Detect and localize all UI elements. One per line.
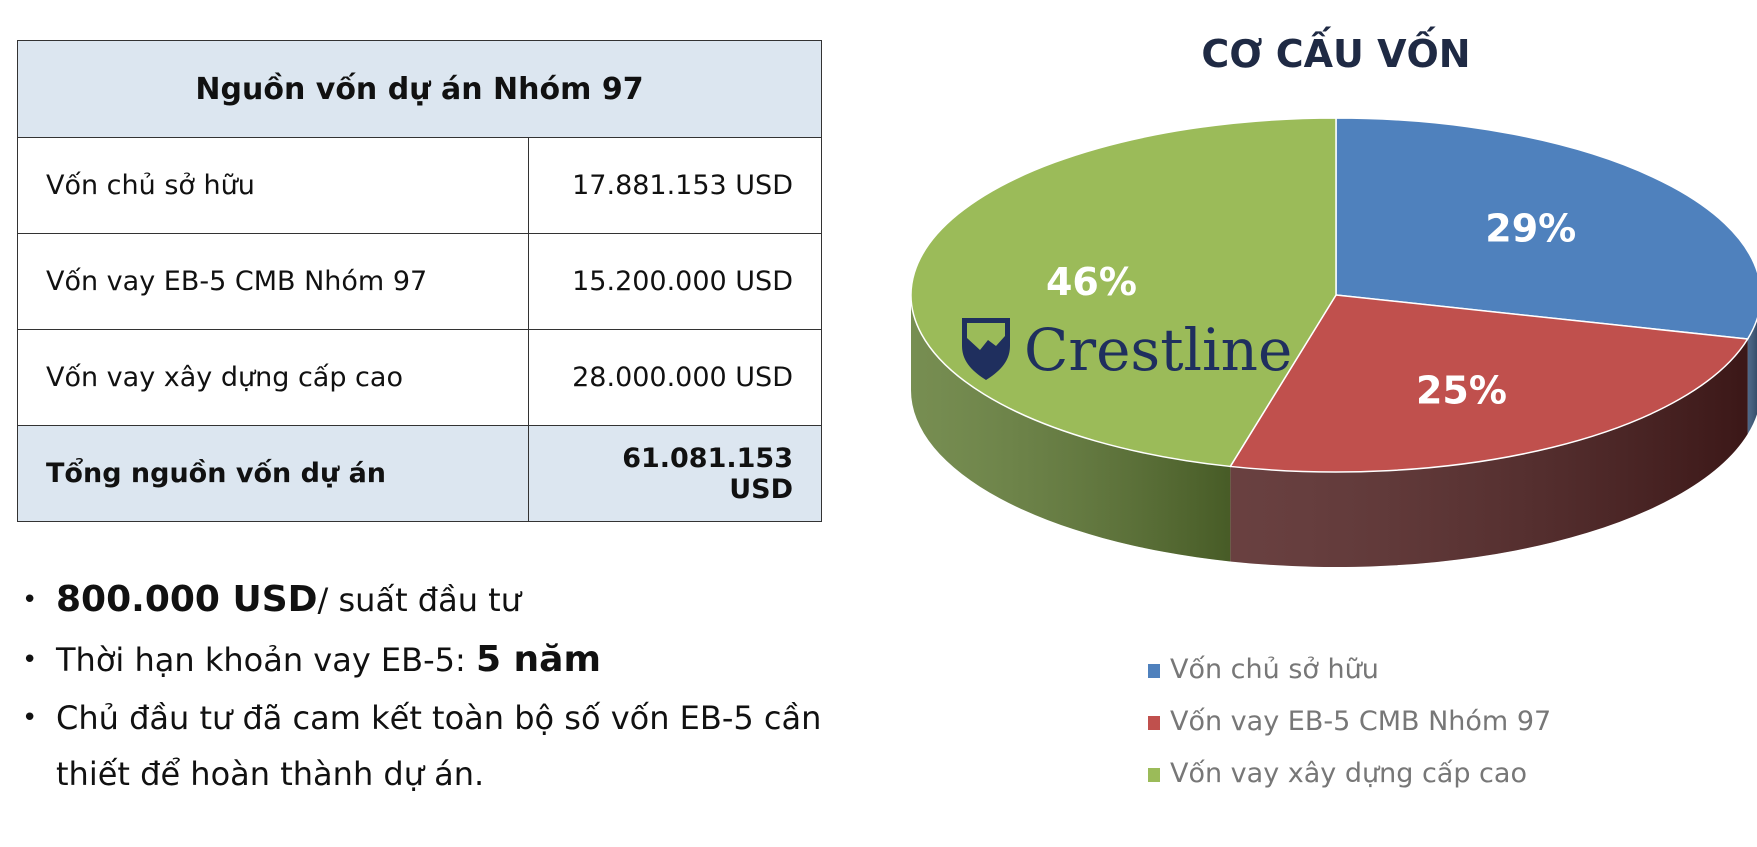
bullet-text: Thời hạn khoản vay EB-5: — [56, 641, 476, 679]
bullet-bold: 800.000 USD — [56, 579, 318, 620]
pie-slice-2 — [910, 117, 1337, 468]
bullet-text: Chủ đầu tư đã cam kết toàn bộ số vốn EB-… — [56, 699, 822, 793]
legend-item: Vốn vay xây dựng cấp cao — [1148, 758, 1527, 789]
bullet-list: 800.000 USD/ suất đầu tư Thời hạn khoản … — [20, 570, 900, 802]
bullet-item: 800.000 USD/ suất đầu tư — [20, 570, 900, 630]
crestline-logo: Crestline — [962, 316, 1292, 384]
row-value: 15.200.000 USD — [528, 233, 822, 330]
pie-data-label: 29% — [1485, 207, 1576, 251]
table-row: Vốn vay EB-5 CMB Nhóm 97 15.200.000 USD — [17, 233, 822, 330]
legend-item: Vốn vay EB-5 CMB Nhóm 97 — [1148, 706, 1551, 737]
bullet-item: Chủ đầu tư đã cam kết toàn bộ số vốn EB-… — [20, 690, 900, 802]
table-title: Nguồn vốn dự án Nhóm 97 — [17, 40, 822, 138]
pie-slice-0 — [1335, 117, 1757, 340]
pie-side-shade — [1747, 319, 1757, 435]
legend-label: Vốn chủ sở hữu — [1170, 654, 1379, 685]
pie-data-label: 46% — [1046, 260, 1137, 304]
legend-label: Vốn vay EB-5 CMB Nhóm 97 — [1170, 706, 1552, 737]
capital-sources-table: Nguồn vốn dự án Nhóm 97 Vốn chủ sở hữu 17… — [17, 40, 822, 522]
pie-slice-1 — [1229, 294, 1749, 473]
row-label: Vốn vay xây dựng cấp cao — [17, 329, 529, 426]
total-label: Tổng nguồn vốn dự án — [17, 425, 529, 522]
row-label: Vốn vay EB-5 CMB Nhóm 97 — [17, 233, 529, 330]
table-row: Vốn vay xây dựng cấp cao 28.000.000 USD — [17, 329, 822, 426]
table-total-row: Tổng nguồn vốn dự án 61.081.153 USD — [17, 425, 822, 522]
legend-item: Vốn chủ sở hữu — [1148, 654, 1379, 685]
pie-side-shade — [1230, 339, 1748, 567]
bullet-item: Thời hạn khoản vay EB-5: 5 năm — [20, 630, 900, 690]
total-value: 61.081.153 USD — [528, 425, 822, 522]
legend-swatch — [1148, 716, 1160, 730]
pie-data-label: 25% — [1416, 368, 1507, 412]
logo-text: Crestline — [1024, 316, 1292, 384]
bullet-bold: 5 năm — [475, 639, 601, 680]
legend-swatch — [1148, 768, 1160, 782]
legend-swatch — [1148, 664, 1160, 678]
chart-title: CƠ CẤU VỐN — [1201, 32, 1471, 76]
row-value: 17.881.153 USD — [528, 137, 822, 234]
legend-label: Vốn vay xây dựng cấp cao — [1170, 758, 1527, 789]
pie-side-shade — [911, 295, 1231, 562]
bullet-text: / suất đầu tư — [317, 581, 521, 619]
row-value: 28.000.000 USD — [528, 329, 822, 426]
